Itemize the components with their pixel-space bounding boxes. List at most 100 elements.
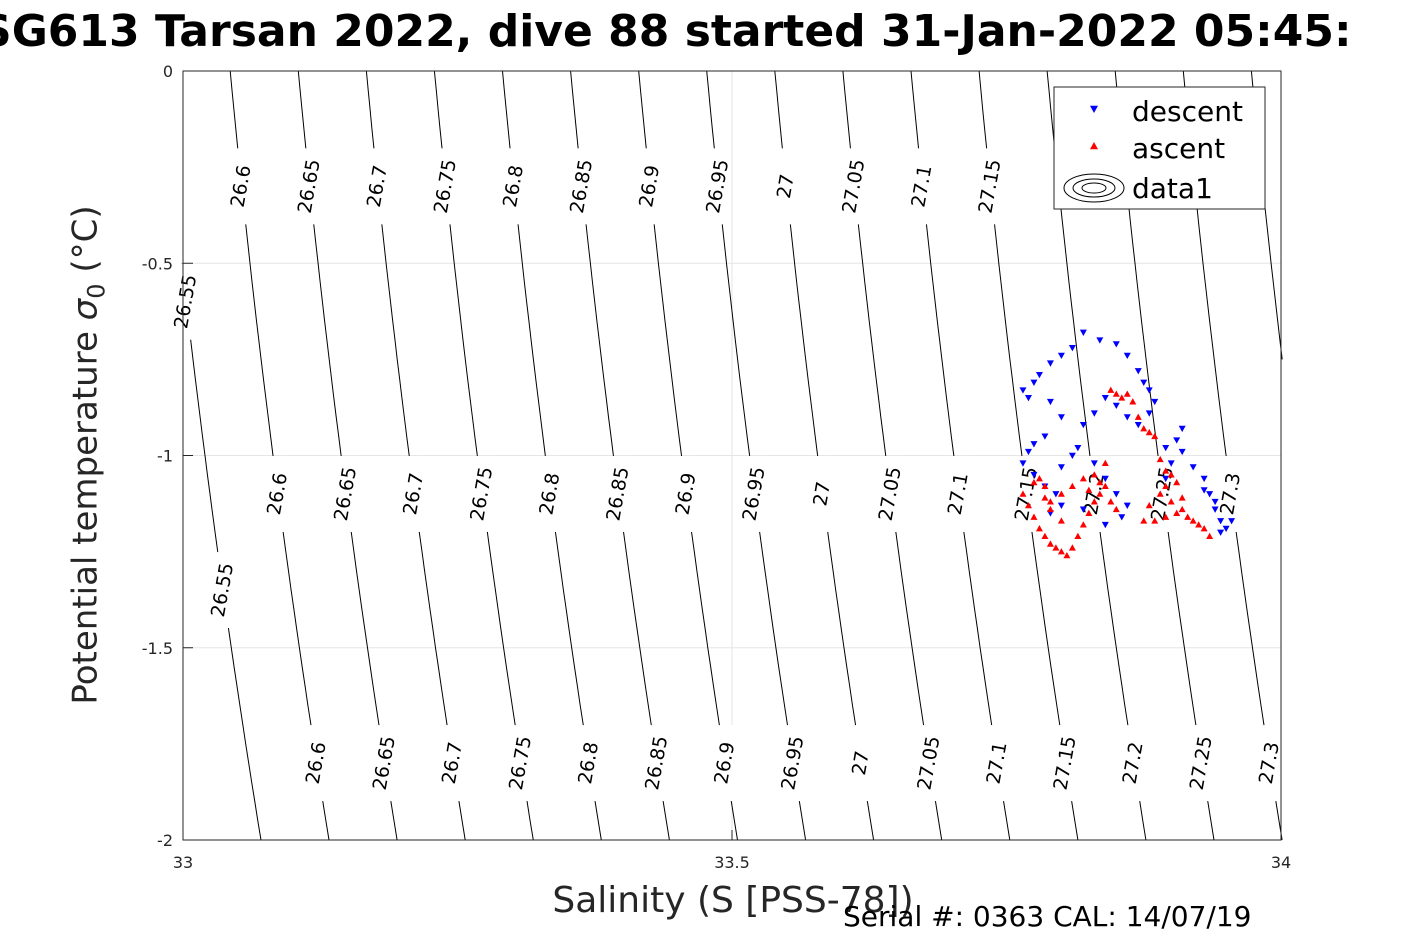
descent-point xyxy=(1101,521,1109,529)
descent-point xyxy=(1057,414,1065,421)
ascent-point xyxy=(1107,498,1115,505)
isopycnal-label-bg xyxy=(510,725,533,802)
descent-point xyxy=(1112,491,1120,498)
serial-footer: Serial #: 0363 CAL: 14/07/19 xyxy=(843,900,1252,933)
isopycnal-label-bg xyxy=(1054,725,1077,802)
isopycnal-label-bg xyxy=(646,725,669,802)
axes: 33 33.5 34 0 -0.5 -1 -1.5 -2 xyxy=(142,62,1291,872)
isopycnal-label-bg xyxy=(539,455,562,532)
descent-point xyxy=(1046,398,1054,406)
ascent-point xyxy=(1068,482,1076,490)
ascent-point xyxy=(1019,490,1027,497)
isopycnal-label-bg xyxy=(775,148,798,225)
descent-point xyxy=(1101,395,1109,402)
descent-point xyxy=(1200,487,1208,494)
ascent-point xyxy=(1046,498,1054,505)
y-tick-label: -2 xyxy=(157,831,173,850)
descent-point xyxy=(1167,460,1175,467)
ascent-point xyxy=(1085,509,1093,516)
isopycnal-label-bg xyxy=(335,455,358,532)
ascent-point xyxy=(1041,532,1049,540)
descent-point xyxy=(1162,475,1170,483)
isopycnal-label-bg xyxy=(471,455,494,532)
ascent-point xyxy=(1052,544,1060,551)
isopycnal-label-bg xyxy=(707,148,730,225)
legend-label-data1: data1 xyxy=(1132,172,1213,205)
isopycnal-label-bg xyxy=(230,148,253,225)
ascent-point xyxy=(1057,517,1065,524)
ascent-point xyxy=(1030,513,1038,520)
isopycnal-label-bg xyxy=(1152,455,1175,532)
descent-point xyxy=(1019,387,1027,394)
ascent-point xyxy=(1096,478,1104,486)
descent-point xyxy=(1206,491,1214,498)
ascent-point xyxy=(1090,471,1098,478)
isopycnal-label-bg xyxy=(714,725,737,802)
descent-point xyxy=(1079,329,1087,336)
isopycnal-label-bg xyxy=(986,725,1009,802)
x-tick-label: 34 xyxy=(1271,853,1291,872)
ascent-point xyxy=(1101,459,1109,466)
chart-title: SG613 Tarsan 2022, dive 88 started 31-Ja… xyxy=(0,6,1352,57)
ascent-point xyxy=(1189,517,1197,524)
descent-point xyxy=(1046,360,1054,367)
ascent-point xyxy=(1057,548,1065,555)
ascent-point xyxy=(1035,525,1043,532)
ascent-point xyxy=(1206,532,1214,540)
isopycnal-label-bg xyxy=(441,725,464,802)
descent-point xyxy=(1112,341,1120,348)
ascent-point xyxy=(1145,428,1153,436)
isopycnal-label-bg xyxy=(1190,725,1213,802)
ascent-point xyxy=(1041,494,1049,501)
descent-point xyxy=(1019,460,1027,467)
ascent-point xyxy=(1156,455,1164,463)
descent-point xyxy=(1030,441,1038,448)
isopycnal-label-bg xyxy=(366,148,389,225)
isopycnal-label-bg xyxy=(578,725,601,802)
ascent-point xyxy=(1162,482,1170,490)
ascent-point xyxy=(1167,498,1175,505)
y-axis-label: Potential temperature σ0 (°C) xyxy=(65,205,111,705)
descent-point xyxy=(1140,379,1148,386)
isopycnal-label-bg xyxy=(373,725,396,802)
ascent-point xyxy=(1079,521,1087,528)
descent-point xyxy=(1222,525,1230,533)
descent-point xyxy=(1052,491,1060,498)
descent-point xyxy=(1217,518,1225,525)
isopycnal-label-bg xyxy=(639,148,662,225)
ascent-point xyxy=(1195,521,1203,528)
density-contours: 26.5526.5526.626.626.626.6526.6526.6526.… xyxy=(170,70,1284,841)
x-tick-label: 33 xyxy=(173,853,193,872)
ascent-point xyxy=(1041,482,1049,490)
isopycnal-label-bg xyxy=(743,455,766,532)
descent-point xyxy=(1090,460,1098,467)
descent-point xyxy=(1118,514,1126,521)
descent-point xyxy=(1145,410,1153,417)
descent-point xyxy=(1079,506,1087,513)
descent-point xyxy=(1057,464,1065,471)
isopycnal-label-bg xyxy=(1122,725,1145,802)
descent-point xyxy=(1035,371,1043,379)
ascent-point xyxy=(1162,467,1170,474)
ascent-point xyxy=(1173,478,1181,486)
descent-point xyxy=(1134,368,1142,375)
y-tick-label: -1 xyxy=(157,447,173,466)
isopycnal-label-bg xyxy=(267,455,290,532)
ascent-point xyxy=(1024,501,1032,509)
isopycnal-label: 27 xyxy=(773,172,799,200)
ascent-point xyxy=(1046,540,1054,547)
descent-point xyxy=(1024,448,1032,456)
legend-box xyxy=(1053,86,1266,210)
legend-ascent-marker xyxy=(1090,142,1098,150)
isopycnal-label-bg xyxy=(911,148,934,225)
isopycnal-label-bg xyxy=(879,455,902,532)
descent-point xyxy=(1173,437,1181,444)
isopycnal-label-bg xyxy=(782,725,805,802)
ascent-point xyxy=(1151,517,1159,524)
ascent-point xyxy=(1178,505,1186,513)
isopycnal-label-bg xyxy=(1220,455,1243,532)
descent-point xyxy=(1134,421,1142,429)
descent-point xyxy=(1228,518,1236,525)
descent-point xyxy=(1151,398,1159,406)
